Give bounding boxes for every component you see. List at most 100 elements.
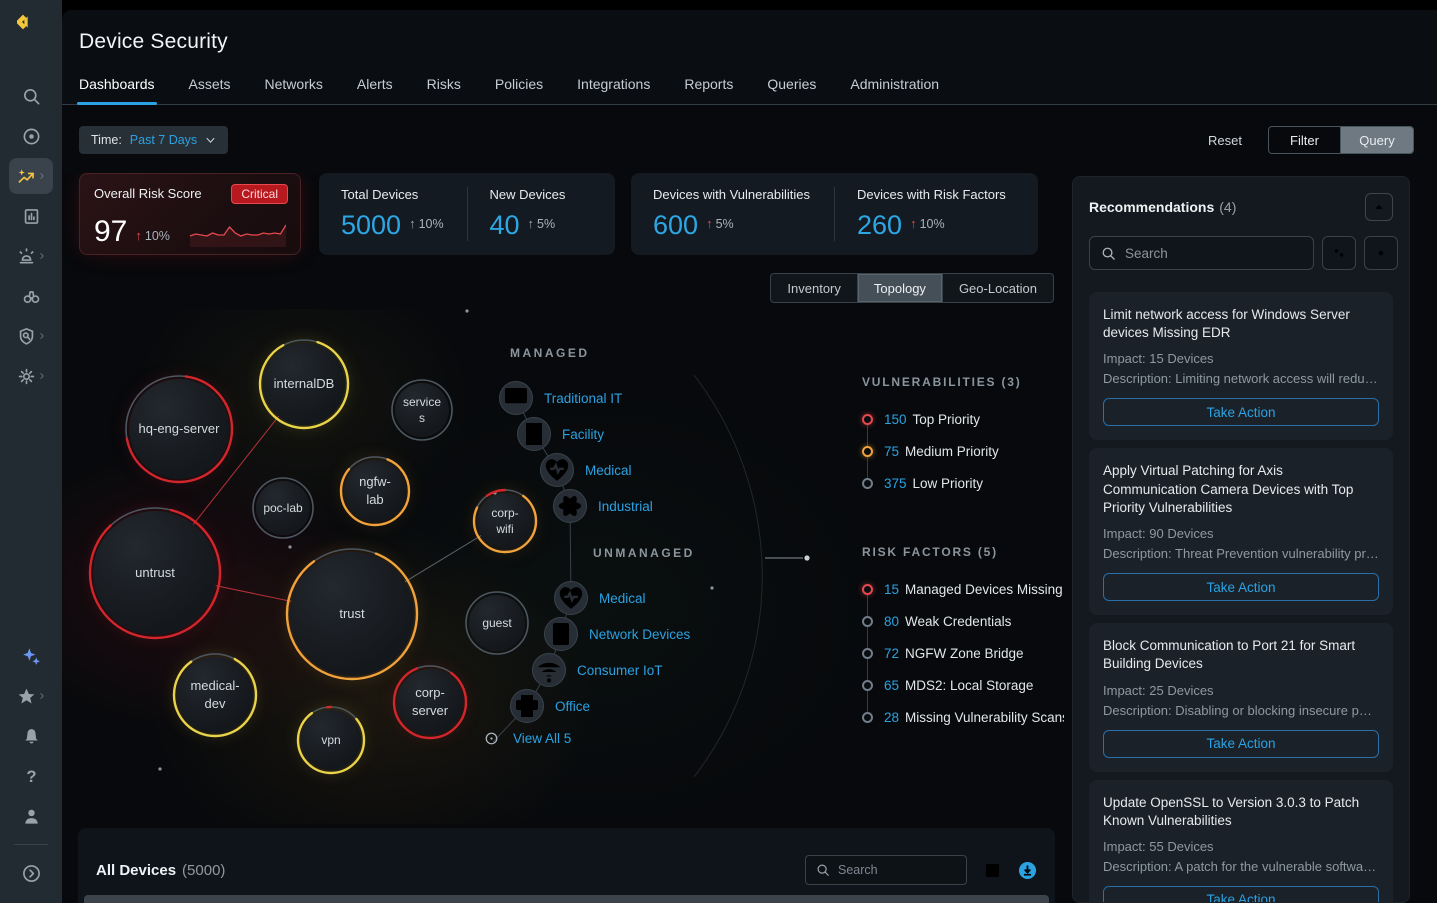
tab-alerts[interactable]: Alerts — [356, 76, 393, 92]
managed-item-facility[interactable]: Facility — [517, 417, 604, 451]
sidebar-item-notifications[interactable] — [9, 718, 53, 754]
topology-node-guest[interactable]: guest — [465, 591, 529, 655]
query-button[interactable]: Query — [1341, 127, 1413, 153]
topology-node-ngfw-lab[interactable]: ngfw-lab — [339, 455, 411, 527]
sidebar-item-settings[interactable] — [9, 358, 53, 394]
sidebar-item-explore[interactable] — [9, 278, 53, 314]
item-count: 80 — [884, 613, 900, 629]
risk-factors-list-rows: 15 Managed Devices Missing EDR 80 Weak Cred… — [862, 573, 1064, 733]
sidebar-item-dashboards[interactable] — [9, 158, 53, 194]
item-count: 15 — [884, 581, 900, 597]
category-label: Medical — [585, 462, 632, 478]
toggle-geo-location[interactable]: Geo-Location — [941, 274, 1053, 302]
sidebar-item-search[interactable] — [9, 78, 53, 114]
item-label: MDS2: Local Storage — [905, 677, 1034, 693]
unmanaged-item-consumer-iot[interactable]: Consumer IoT — [532, 653, 663, 687]
left-column: Overall Risk Score Critical 97 ↑ 10% Tot… — [62, 173, 1064, 903]
tab-queries[interactable]: Queries — [767, 76, 817, 92]
collapse-panel-button[interactable] — [1365, 193, 1393, 221]
risk-stats-card: Devices with Vulnerabilities 600 ↑ 5% Device… — [631, 173, 1038, 255]
reset-button[interactable]: Reset — [1208, 132, 1242, 148]
unmanaged-item-medical[interactable]: Medical — [554, 581, 646, 615]
topology-node-services[interactable]: services — [391, 379, 453, 441]
managed-item-industrial[interactable]: Industrial — [553, 489, 653, 523]
overall-risk-score-card[interactable]: Overall Risk Score Critical 97 ↑ 10% — [79, 173, 301, 255]
sidebar-item-help[interactable]: ? — [9, 758, 53, 794]
risk-delta: 10% — [144, 228, 170, 243]
tab-networks[interactable]: Networks — [264, 76, 323, 92]
vulnerabilities-list-row-medium-priority[interactable]: 75 Medium Priority — [862, 435, 1064, 467]
topology-node-poc-lab[interactable]: poc-lab — [252, 477, 314, 539]
vulnerabilities-list-row-top-priority[interactable]: 150 Top Priority — [862, 403, 1064, 435]
recommendations-title: Recommendations — [1089, 199, 1215, 215]
item-label: Top Priority — [912, 411, 981, 427]
recommendation-impact: Impact: 25 Devices — [1103, 683, 1379, 698]
toggle-inventory[interactable]: Inventory — [787, 280, 841, 296]
node-label: internalDB — [273, 376, 335, 392]
tab-policies[interactable]: Policies — [494, 76, 544, 92]
sort-filter-button[interactable] — [1322, 236, 1356, 270]
take-action-button[interactable]: Take Action — [1103, 885, 1379, 902]
sidebar-item-favorites[interactable] — [9, 678, 53, 714]
sidebar-item-expand[interactable] — [9, 855, 53, 891]
toggle-topology[interactable]: Topology — [856, 274, 942, 302]
sidebar-item-account[interactable] — [9, 798, 53, 834]
search-icon — [816, 863, 830, 877]
time-label: Time: — [91, 133, 122, 147]
sidebar-item-alerts[interactable] — [9, 238, 53, 274]
columns-icon[interactable] — [983, 861, 1002, 880]
topology-node-untrust[interactable]: untrust — [88, 506, 222, 640]
topology-node-corp-wifi[interactable]: corp-wifi — [472, 488, 538, 554]
medical-heart-icon — [554, 581, 588, 615]
sidebar-item-ai-assistant[interactable] — [9, 638, 53, 674]
sidebar-item-policies[interactable] — [9, 318, 53, 354]
topology-node-hq-eng-server[interactable]: hq-eng-server — [124, 374, 234, 484]
risk-factors-list-row-weak-credentials[interactable]: 80 Weak Credentials — [862, 605, 1064, 637]
status-ring-icon — [862, 647, 873, 659]
settings-button[interactable] — [1364, 236, 1398, 270]
topology-node-trust[interactable]: trust — [285, 547, 419, 681]
impact-label: Impact: — [1103, 838, 1146, 854]
node-label: trust — [339, 606, 365, 622]
managed-item-traditional-it[interactable]: Traditional IT — [499, 381, 622, 415]
take-action-button[interactable]: Take Action — [1103, 729, 1379, 758]
topology-node-corp-server[interactable]: corp-server — [392, 664, 468, 740]
tab-integrations[interactable]: Integrations — [577, 76, 651, 92]
status-ring-icon — [862, 477, 873, 489]
risk-factors-list-row-mds2-local-storage[interactable]: 65 MDS2: Local Storage — [862, 669, 1064, 701]
topology-node-medical-dev[interactable]: medical-dev — [172, 652, 258, 738]
take-action-button[interactable]: Take Action — [1103, 398, 1379, 427]
managed-item-medical[interactable]: Medical — [540, 453, 632, 487]
horizontal-scrollbar[interactable] — [84, 895, 1049, 903]
tab-reports[interactable]: Reports — [684, 76, 734, 92]
brand-logo-icon — [14, 14, 48, 48]
tab-administration[interactable]: Administration — [850, 76, 940, 92]
time-filter[interactable]: Time: Past 7 Days — [79, 126, 229, 154]
item-count: 28 — [884, 709, 900, 725]
download-icon[interactable] — [1018, 861, 1037, 880]
risk-factors-list-row-ngfw-zone-bridge[interactable]: 72 NGFW Zone Bridge — [862, 637, 1064, 669]
vulnerabilities-list-row-low-priority[interactable]: 375 Low Priority — [862, 467, 1064, 499]
filter-button[interactable]: Filter — [1269, 127, 1341, 153]
all-devices-search-input[interactable] — [838, 863, 956, 878]
item-count: 65 — [884, 677, 900, 693]
sidebar-item-reports[interactable] — [9, 198, 53, 234]
view-all-link[interactable]: View All 5 — [484, 731, 571, 746]
tab-assets[interactable]: Assets — [188, 76, 231, 92]
topology-node-internalDB[interactable]: internalDB — [258, 338, 350, 430]
topology-node-vpn[interactable]: vpn — [296, 705, 366, 775]
item-label: Missing Vulnerability Scans — [905, 709, 1064, 725]
unmanaged-item-network-devices[interactable]: Network Devices — [544, 617, 690, 651]
status-ring-icon — [862, 583, 873, 595]
risk-factors-list-row-managed-devices-missing-edr[interactable]: 15 Managed Devices Missing EDR — [862, 573, 1064, 605]
sidebar-item-discover[interactable] — [9, 118, 53, 154]
recommendations-search-input[interactable] — [1125, 245, 1302, 261]
take-action-button[interactable]: Take Action — [1103, 573, 1379, 602]
impact-value: 55 Devices — [1149, 838, 1214, 854]
recommendation-title: Update OpenSSL to Version 3.0.3 to Patch… — [1103, 794, 1360, 828]
trend-up-icon: ↑ — [527, 216, 535, 231]
unmanaged-item-office[interactable]: Office — [510, 689, 590, 723]
risk-factors-list-row-missing-vulnerability-scans[interactable]: 28 Missing Vulnerability Scans — [862, 701, 1064, 733]
tab-risks[interactable]: Risks — [426, 76, 461, 92]
tab-dashboards[interactable]: Dashboards — [77, 76, 156, 105]
